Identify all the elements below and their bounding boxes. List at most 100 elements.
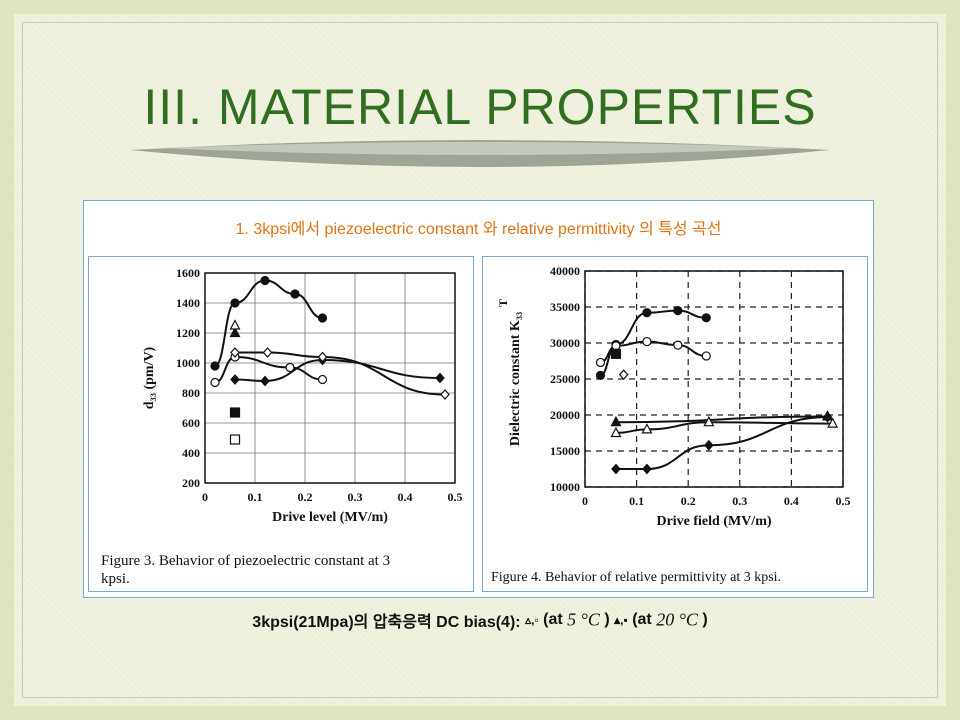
x-axis-label: Drive field (MV/m) xyxy=(656,514,771,529)
y-tick-label: 1600 xyxy=(176,266,200,280)
y-tick-label: 15000 xyxy=(550,444,580,458)
y-tick-label: 1400 xyxy=(176,296,200,310)
figure-3-caption-line2: kpsi. xyxy=(101,571,130,587)
y-tick-label: 600 xyxy=(182,416,200,430)
slide-border xyxy=(22,22,938,698)
y-axis-label: d₃₃ (pm/V) xyxy=(142,346,157,409)
open-triangle-marker-5-0 xyxy=(610,426,622,438)
filled-circle-marker-0-2 xyxy=(642,308,652,318)
figure-panel: 1. 3kpsi에서 piezoelectric constant 와 rela… xyxy=(83,200,874,598)
open-triangle-marker-5-1 xyxy=(641,423,653,434)
y-tick-label: 20000 xyxy=(550,408,580,422)
figure-3-caption-line1: Figure 3. Behavior of piezoelectric cons… xyxy=(101,553,391,569)
y-tick-label: 400 xyxy=(182,446,200,460)
series-line-4 xyxy=(615,415,828,424)
filled-circle-marker-0-3 xyxy=(290,289,300,299)
x-tick-label: 0.2 xyxy=(298,490,313,504)
open-diamond-marker-3-0 xyxy=(618,369,629,381)
x-tick-label: 0.3 xyxy=(732,494,747,508)
filled-circle-marker-0-2 xyxy=(260,275,270,286)
temperature-5c: 5 °C xyxy=(567,609,600,630)
open-square-marker-7-0 xyxy=(229,434,241,445)
x-tick-label: 0.5 xyxy=(448,490,463,504)
y-tick-label: 40000 xyxy=(550,264,580,278)
y-axis-superscript: T xyxy=(496,299,510,307)
open-diamond-marker-3-3 xyxy=(440,389,450,400)
series-line-3 xyxy=(235,351,446,396)
plot-border xyxy=(204,272,456,484)
open-circle-marker-1-0 xyxy=(595,357,606,368)
y-tick-label: 10000 xyxy=(550,480,580,494)
temperature-20c: 20 °C xyxy=(656,609,698,630)
note-text-4: (at xyxy=(632,611,652,628)
filled-circle-marker-0-1 xyxy=(230,298,240,308)
filled-diamond-marker-2-1 xyxy=(260,375,270,387)
x-axis-label: Drive level (MV/m) xyxy=(272,510,388,525)
title-swoosh xyxy=(130,140,830,167)
note-text-3: ) xyxy=(604,611,610,628)
open-triangle-marker-5-0 xyxy=(229,319,241,330)
figure-4-caption: Figure 4. Behavior of relative permittiv… xyxy=(491,570,782,585)
open-diamond-marker-3-1 xyxy=(262,347,273,358)
x-tick-label: 0 xyxy=(202,490,208,504)
x-tick-label: 0.1 xyxy=(629,494,644,508)
filled-circle-marker-0-3 xyxy=(673,305,683,316)
series-line-2 xyxy=(234,358,441,383)
x-tick-label: 0.4 xyxy=(784,494,799,508)
filled-triangle-marker-4-0 xyxy=(610,415,622,427)
dielectric-chart: 10000 15000 20000 25000 30000 35000 40000 0 0.1 0… xyxy=(496,264,851,529)
filled-diamond-marker-2-0 xyxy=(230,374,240,385)
slide-title: III. MATERIAL PROPERTIES xyxy=(143,79,817,135)
y-tick-label: 25000 xyxy=(550,372,580,386)
open-triangle-marker-5-2 xyxy=(703,415,715,427)
open-diamond-marker-3-0 xyxy=(230,347,240,358)
y-axis-label: Dielectric constant K₃₃ xyxy=(508,312,523,446)
note-text-5: ) xyxy=(702,611,708,628)
open-circle-marker-1-2 xyxy=(285,362,295,373)
figure-4: 10000 15000 20000 25000 30000 35000 40000 0 0.1 0… xyxy=(482,256,868,592)
open-circle-marker-1-2 xyxy=(642,336,652,347)
filled-marker-legend: ▴,▪ xyxy=(614,613,628,627)
open-triangle-marker-5-3 xyxy=(827,417,839,428)
y-tick-label: 1000 xyxy=(176,356,200,370)
filled-square-marker-6-0 xyxy=(229,407,241,418)
panel-heading: 1. 3kpsi에서 piezoelectric constant 와 rela… xyxy=(235,221,722,238)
filled-square-marker-2-0 xyxy=(610,348,622,359)
filled-triangle-marker-4-0 xyxy=(229,326,241,338)
filled-circle-marker-0-4 xyxy=(317,313,328,323)
x-tick-label: 0.5 xyxy=(836,494,851,508)
open-circle-marker-1-1 xyxy=(611,341,621,351)
filled-diamond-marker-2-3 xyxy=(435,372,445,384)
x-tick-label: 0.3 xyxy=(348,490,363,504)
y-tick-label: 35000 xyxy=(550,300,580,314)
x-tick-label: 0 xyxy=(582,494,588,508)
filled-circle-marker-0-0 xyxy=(210,361,220,371)
open-marker-legend: ▵,▫ xyxy=(525,613,539,627)
figure-3: 200 400 600 800 1000 1200 1400 1600 0 0.1 0.2 0.3 0.… xyxy=(88,256,474,592)
note-text-1: 3kpsi(21Mpa)의 압축응력 DC bias(4): xyxy=(252,614,526,631)
open-diamond-marker-3-2 xyxy=(317,351,328,363)
x-tick-label: 0.4 xyxy=(398,490,413,504)
y-tick-label: 800 xyxy=(182,386,200,400)
figure-3-caption: Figure 3. Behavior of piezoelectric cons… xyxy=(101,552,471,588)
series-line-1 xyxy=(214,355,323,384)
bottom-note: 3kpsi(21Mpa)의 압축응력 DC bias(4): ▵,▫ (at 5… xyxy=(0,608,960,632)
series-line-6 xyxy=(615,416,828,470)
open-circle-marker-1-4 xyxy=(701,351,711,361)
open-circle-marker-1-3 xyxy=(317,374,328,385)
x-tick-label: 0.1 xyxy=(248,490,263,504)
x-tick-label: 0.2 xyxy=(681,494,696,508)
plot-border xyxy=(584,270,844,488)
filled-diamond-marker-6-3 xyxy=(822,411,833,423)
d33-chart: 200 400 600 800 1000 1200 1400 1600 0 0.1 0.2 0.3 0.… xyxy=(142,266,463,525)
filled-diamond-marker-6-2 xyxy=(704,439,714,451)
filled-circle-marker-0-0 xyxy=(595,370,606,381)
open-circle-marker-1-3 xyxy=(673,340,683,350)
filled-diamond-marker-6-0 xyxy=(611,463,621,475)
filled-circle-marker-0-4 xyxy=(701,313,711,323)
y-tick-label: 200 xyxy=(182,476,200,490)
series-line-5 xyxy=(615,421,833,434)
y-tick-label: 30000 xyxy=(550,336,580,350)
open-circle-marker-1-0 xyxy=(210,377,220,388)
note-text-2: (at xyxy=(543,611,563,628)
